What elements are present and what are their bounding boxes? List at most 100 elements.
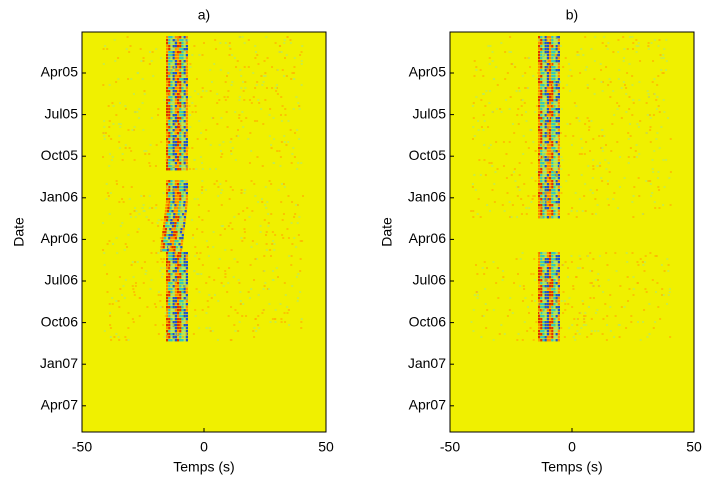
texture-cell — [546, 63, 549, 66]
texture-cell — [185, 264, 188, 267]
texture-cell — [177, 285, 180, 288]
texture-cell — [555, 282, 558, 285]
texture-cell — [283, 75, 286, 77]
texture-cell — [655, 138, 658, 140]
texture-cell — [549, 117, 552, 120]
texture-cell — [293, 216, 296, 218]
texture-cell — [169, 228, 172, 231]
texture-cell — [224, 270, 227, 272]
texture-cell — [237, 330, 240, 332]
texture-cell — [470, 321, 473, 323]
texture-cell — [172, 42, 175, 45]
texture-cell — [106, 48, 109, 50]
texture-cell — [540, 45, 543, 48]
texture-cell — [542, 288, 545, 291]
texture-cell — [189, 126, 192, 128]
texture-cell — [538, 330, 541, 333]
texture-cell — [220, 225, 223, 227]
texture-cell — [183, 321, 186, 324]
texture-cell — [227, 72, 230, 74]
texture-cell — [179, 213, 183, 216]
texture-cell — [166, 45, 169, 48]
texture-cell — [170, 198, 173, 200]
panel-title: b) — [566, 7, 578, 23]
texture-cell — [166, 81, 169, 84]
texture-cell — [491, 51, 494, 53]
texture-cell — [496, 267, 499, 269]
texture-cell — [551, 126, 554, 129]
texture-cell — [167, 264, 170, 266]
texture-cell — [538, 192, 541, 195]
texture-cell — [579, 72, 582, 74]
texture-cell — [549, 318, 552, 321]
texture-cell — [551, 72, 554, 75]
texture-cell — [109, 312, 112, 314]
texture-cell — [518, 174, 521, 176]
texture-cell — [551, 183, 554, 186]
texture-cell — [166, 75, 169, 78]
texture-cell — [183, 117, 186, 120]
texture-cell — [544, 87, 547, 90]
texture-cell — [540, 48, 543, 51]
texture-cell — [185, 204, 188, 207]
texture-cell — [173, 231, 176, 234]
texture-cell — [168, 144, 171, 147]
texture-cell — [542, 177, 545, 180]
texture-cell — [564, 261, 567, 263]
texture-cell — [641, 261, 644, 263]
texture-cell — [175, 213, 178, 216]
texture-cell — [165, 237, 169, 240]
texture-cell — [173, 249, 176, 252]
texture-cell — [166, 294, 169, 297]
texture-cell — [181, 291, 184, 294]
texture-cell — [134, 285, 137, 287]
texture-cell — [623, 177, 626, 179]
texture-cell — [166, 141, 169, 144]
texture-cell — [295, 204, 298, 206]
texture-cell — [538, 66, 541, 69]
texture-cell — [508, 309, 511, 311]
texture-cell — [117, 78, 120, 80]
texture-cell — [177, 96, 180, 99]
texture-cell — [179, 117, 182, 120]
texture-cell — [229, 48, 232, 50]
texture-cell — [538, 309, 541, 312]
texture-cell — [164, 234, 167, 237]
texture-cell — [540, 285, 543, 288]
texture-cell — [546, 330, 549, 333]
texture-cell — [168, 318, 171, 321]
texture-cell — [170, 336, 173, 339]
texture-cell — [170, 120, 173, 123]
texture-cell — [262, 288, 265, 290]
texture-cell — [544, 273, 547, 276]
texture-cell — [260, 198, 263, 200]
texture-cell — [296, 129, 299, 131]
texture-cell — [549, 213, 552, 216]
texture-cell — [181, 54, 184, 57]
texture-cell — [229, 339, 232, 341]
texture-cell — [518, 90, 521, 92]
texture-cell — [157, 219, 160, 221]
texture-cell — [179, 147, 182, 150]
texture-cell — [538, 57, 541, 60]
texture-cell — [138, 117, 141, 119]
texture-cell — [171, 231, 174, 234]
texture-cell — [601, 150, 604, 152]
texture-cell — [161, 234, 165, 237]
texture-cell — [105, 198, 108, 200]
texture-cell — [488, 162, 491, 164]
texture-cell — [544, 201, 547, 204]
texture-cell — [177, 276, 180, 279]
texture-cell — [108, 84, 111, 86]
texture-cell — [278, 51, 281, 53]
texture-cell — [546, 72, 549, 75]
texture-cell — [181, 285, 184, 288]
texture-cell — [168, 261, 171, 264]
texture-cell — [551, 48, 554, 51]
texture-cell — [553, 75, 556, 78]
texture-cell — [179, 141, 182, 144]
texture-cell — [274, 321, 277, 323]
texture-cell — [164, 231, 167, 234]
texture-cell — [553, 264, 556, 267]
texture-cell — [179, 135, 182, 138]
